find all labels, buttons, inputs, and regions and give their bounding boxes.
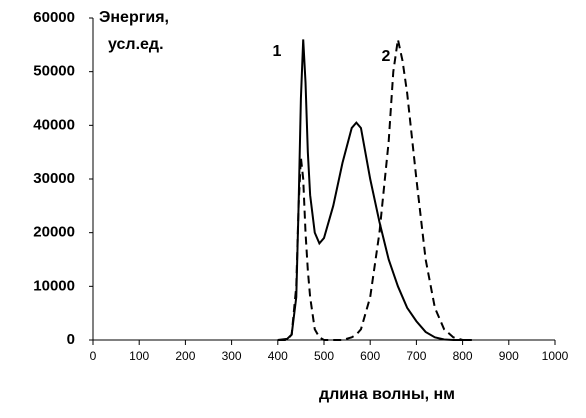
y-axis-title: усл.ед. [108, 36, 164, 53]
x-tick-label: 700 [406, 349, 426, 363]
x-tick-label: 1000 [542, 349, 569, 363]
series-line [277, 39, 472, 341]
x-tick-label: 500 [314, 349, 334, 363]
y-tick-label: 0 [67, 331, 75, 348]
x-axis-title: длина волны, нм [319, 386, 455, 403]
y-tick-label: 20000 [33, 224, 75, 241]
x-tick-label: 600 [360, 349, 380, 363]
series-label: 2 [382, 48, 391, 65]
x-tick-label: 100 [129, 349, 149, 363]
x-tick-label: 200 [175, 349, 195, 363]
x-tick-label: 400 [268, 349, 288, 363]
series-label: 1 [273, 43, 282, 60]
x-tick-label: 300 [222, 349, 242, 363]
x-tick-label: 800 [453, 349, 473, 363]
x-tick-label: 0 [90, 349, 97, 363]
y-tick-label: 60000 [33, 9, 75, 26]
x-tick-label: 900 [499, 349, 519, 363]
series-line [277, 39, 472, 341]
y-tick-label: 40000 [33, 116, 75, 133]
y-tick-label: 30000 [33, 170, 75, 187]
y-axis-title: Энергия, [99, 9, 169, 26]
y-tick-label: 10000 [33, 277, 75, 294]
y-tick-label: 50000 [33, 63, 75, 80]
